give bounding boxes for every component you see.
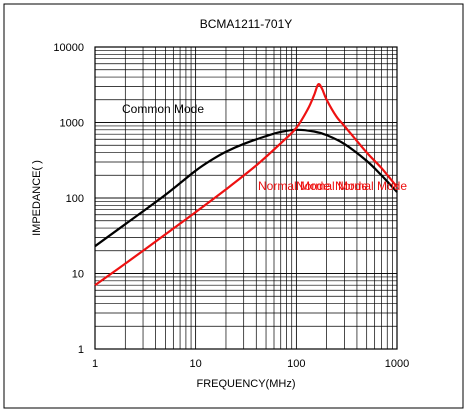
series-line-normal-mode: [94, 83, 398, 287]
plot-grid: [94, 46, 398, 350]
plot-area-border: [94, 46, 398, 350]
series-line-common-mode: [94, 128, 398, 248]
annotation-label: Normal Mode: [335, 179, 407, 193]
series-group: [94, 83, 398, 287]
y-tick-label: 1000: [60, 118, 84, 130]
x-tick-label: 10: [190, 358, 202, 370]
x-tick-label: 100: [287, 358, 305, 370]
annotation-label: Common Mode: [122, 102, 204, 116]
annotation-label: Normal Mode: [296, 179, 368, 193]
y-axis-ticks: 1 10 100 1000 10000: [53, 42, 84, 356]
x-axis-ticks: 1 10 100 1000: [92, 358, 409, 370]
x-tick-label: 1: [92, 358, 98, 370]
chart-title: BCMA1211-701Y: [200, 17, 293, 31]
x-axis-label: FREQUENCY(MHz): [197, 378, 296, 390]
y-tick-label: 10000: [53, 42, 84, 54]
y-tick-label: 1: [78, 344, 84, 356]
figure-border: [3, 3, 464, 409]
annotation-label: Normal Mode: [258, 179, 330, 193]
y-tick-label: 100: [66, 193, 84, 205]
x-tick-label: 1000: [385, 358, 409, 370]
y-axis-label: IMPEDANCE( ): [31, 160, 43, 236]
y-tick-label: 10: [72, 269, 84, 281]
